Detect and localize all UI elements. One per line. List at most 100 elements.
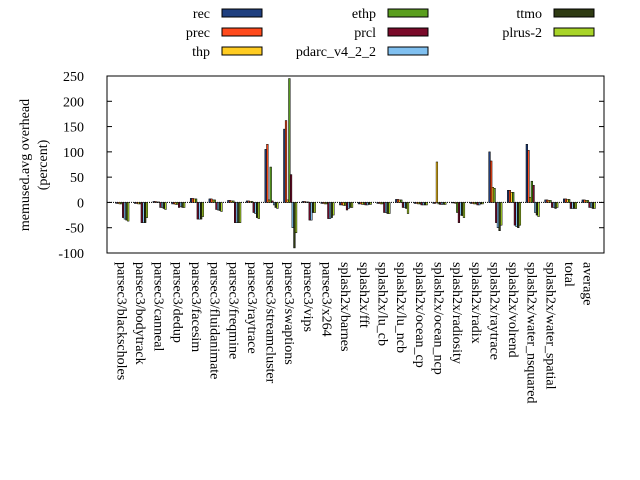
bar-ethp-splash2x/radiosity — [456, 202, 459, 213]
bar-pdarc_v4_2_2-parsec3/freqmine — [235, 202, 238, 223]
x-axis: parsec3/blackscholes parsec3/bodytrack par… — [113, 262, 594, 404]
bar-ethp-parsec3/streamcluster — [269, 166, 272, 203]
bar-plrus-2-parsec3/freqmine — [239, 202, 242, 223]
x-tick-label: parsec3/dedup — [169, 262, 184, 343]
bar-prcl-splash2x/lu_cb — [383, 202, 386, 213]
bar-prec-splash2x/raytrace — [490, 160, 493, 203]
bar-prcl-splash2x/ocean_cp — [420, 202, 423, 206]
bar-prec-parsec3/swaptions — [284, 120, 288, 203]
bar-ttmo-splash2x/fft — [367, 202, 371, 205]
y-tick-label: 100 — [63, 146, 84, 161]
bar-ethp-splash2x/lu_ncb — [400, 199, 403, 203]
bar-pdarc_v4_2_2-splash2x/radiosity — [459, 202, 462, 216]
bar-ttmo-average — [591, 202, 594, 209]
bar-thp-parsec3/swaptions — [286, 199, 289, 203]
x-tick-label: splash2x/ocean_ncp — [430, 262, 445, 375]
bar-prcl-parsec3/raytrace — [252, 202, 255, 213]
bar-prcl-parsec3/freqmine — [234, 202, 237, 223]
bar-thp-splash2x/lu_cb — [379, 202, 383, 205]
legend-label-ethp: ethp — [352, 7, 376, 22]
bar-ethp-splash2x/barnes — [344, 202, 347, 206]
bar-ttmo-splash2x/barnes — [349, 202, 352, 208]
legend-swatch-prcl — [387, 27, 429, 37]
bar-ttmo-parsec3/canneal — [162, 202, 165, 209]
bar-ethp-parsec3/fluidanimate — [213, 199, 216, 203]
bar-thp-parsec3/bodytrack — [137, 202, 140, 205]
legend-label-pdarc_v4_2_2: pdarc_v4_2_2 — [296, 45, 376, 60]
bar-thp-parsec3/raytrace — [249, 201, 252, 203]
x-tick-label: splash2x/radix — [468, 262, 483, 344]
bar-ethp-parsec3/blackscholes — [120, 202, 123, 205]
bar-prcl-parsec3/fluidanimate — [215, 202, 218, 210]
bar-prcl-parsec3/streamcluster — [271, 200, 274, 203]
bar-rec-splash2x/radix — [469, 202, 472, 204]
legend-swatch-ttmo — [553, 8, 595, 18]
bar-plrus-2-total — [574, 202, 577, 209]
bar-prcl-splash2x/radix — [476, 202, 479, 206]
bar-prcl-parsec3/x264 — [327, 202, 330, 219]
x-tick-label: parsec3/swaptions — [281, 262, 296, 365]
bar-pdarc_v4_2_2-splash2x/volrend — [515, 202, 518, 227]
bar-prec-splash2x/water_nsquared — [527, 150, 530, 203]
bar-pdarc_v4_2_2-parsec3/dedup — [179, 202, 182, 207]
bar-prcl-splash2x/fft — [364, 202, 367, 206]
bar-pdarc_v4_2_2-total — [571, 202, 574, 209]
bar-thp-splash2x/radix — [473, 202, 476, 205]
bar-prcl-parsec3/bodytrack — [140, 202, 143, 223]
legend-label-plrus-2: plrus-2 — [502, 26, 542, 41]
bar-thp-parsec3/streamcluster — [267, 199, 271, 203]
bar-pdarc_v4_2_2-splash2x/raytrace — [496, 202, 500, 228]
bar-thp-parsec3/x264 — [323, 202, 327, 205]
bar-rec-parsec3/x264 — [320, 202, 323, 204]
bar-pdarc_v4_2_2-parsec3/bodytrack — [142, 202, 145, 223]
bar-prec-splash2x/radiosity — [452, 202, 455, 204]
bar-ttmo-parsec3/freqmine — [237, 202, 240, 223]
bar-ethp-average — [586, 200, 589, 203]
bar-ethp-parsec3/bodytrack — [139, 202, 142, 205]
bar-prec-parsec3/blackscholes — [117, 202, 120, 204]
bar-thp-parsec3/blackscholes — [118, 202, 121, 205]
bar-rec-parsec3/dedup — [171, 202, 174, 205]
bar-plrus-2-parsec3/vips — [313, 202, 316, 213]
bar-rec-parsec3/canneal — [152, 201, 155, 203]
bar-pdarc_v4_2_2-parsec3/x264 — [328, 202, 332, 219]
bar-plrus-2-parsec3/dedup — [183, 202, 186, 208]
bar-thp-parsec3/freqmine — [230, 200, 233, 203]
bar-prec-parsec3/freqmine — [228, 200, 232, 203]
bar-prec-parsec3/dedup — [173, 202, 176, 205]
y-tick-label: 0 — [77, 196, 84, 211]
bar-plrus-2-parsec3/blackscholes — [127, 202, 130, 222]
bar-ttmo-parsec3/swaptions — [293, 202, 296, 249]
bar-thp-splash2x/water_nsquared — [529, 197, 532, 203]
bar-prcl-parsec3/canneal — [159, 202, 162, 208]
bar-ttmo-splash2x/ocean_ncp — [442, 202, 445, 205]
x-tick-label: splash2x/radiosity — [449, 262, 464, 364]
bar-ttmo-splash2x/water_spatial — [554, 202, 557, 209]
legend-swatch-ethp — [387, 8, 429, 18]
bar-thp-parsec3/dedup — [174, 202, 177, 205]
bar-thp-parsec3/fluidanimate — [211, 199, 215, 203]
legend-swatch-plrus-2 — [553, 27, 595, 37]
x-tick-label: splash2x/barnes — [337, 262, 352, 351]
x-tick-label: parsec3/raytrace — [244, 262, 259, 354]
bar-plrus-2-splash2x/lu_ncb — [406, 202, 410, 214]
bar-plrus-2-parsec3/bodytrack — [145, 202, 148, 218]
bar-plrus-2-parsec3/canneal — [164, 202, 167, 210]
bar-plrus-2-parsec3/fluidanimate — [220, 202, 223, 212]
bar-plrus-2-average — [593, 202, 596, 209]
bar-ethp-splash2x/fft — [362, 202, 366, 205]
bar-ttmo-parsec3/x264 — [330, 202, 333, 218]
bar-thp-splash2x/water_spatial — [547, 200, 550, 203]
bar-plrus-2-parsec3/facesim — [201, 202, 204, 217]
bar-ttmo-parsec3/blackscholes — [125, 202, 128, 221]
bar-plrus-2-splash2x/fft — [369, 202, 372, 205]
bar-ethp-splash2x/lu_cb — [381, 202, 384, 205]
bar-rec-parsec3/streamcluster — [264, 149, 267, 203]
x-tick-label: parsec3/fluidanimate — [207, 262, 222, 379]
bar-prec-average — [583, 199, 586, 203]
bar-ttmo-splash2x/water_nsquared — [535, 202, 539, 216]
bar-pdarc_v4_2_2-parsec3/raytrace — [254, 202, 257, 214]
bar-rec-parsec3/facesim — [189, 198, 193, 203]
bar-rec-splash2x/raytrace — [488, 151, 491, 203]
